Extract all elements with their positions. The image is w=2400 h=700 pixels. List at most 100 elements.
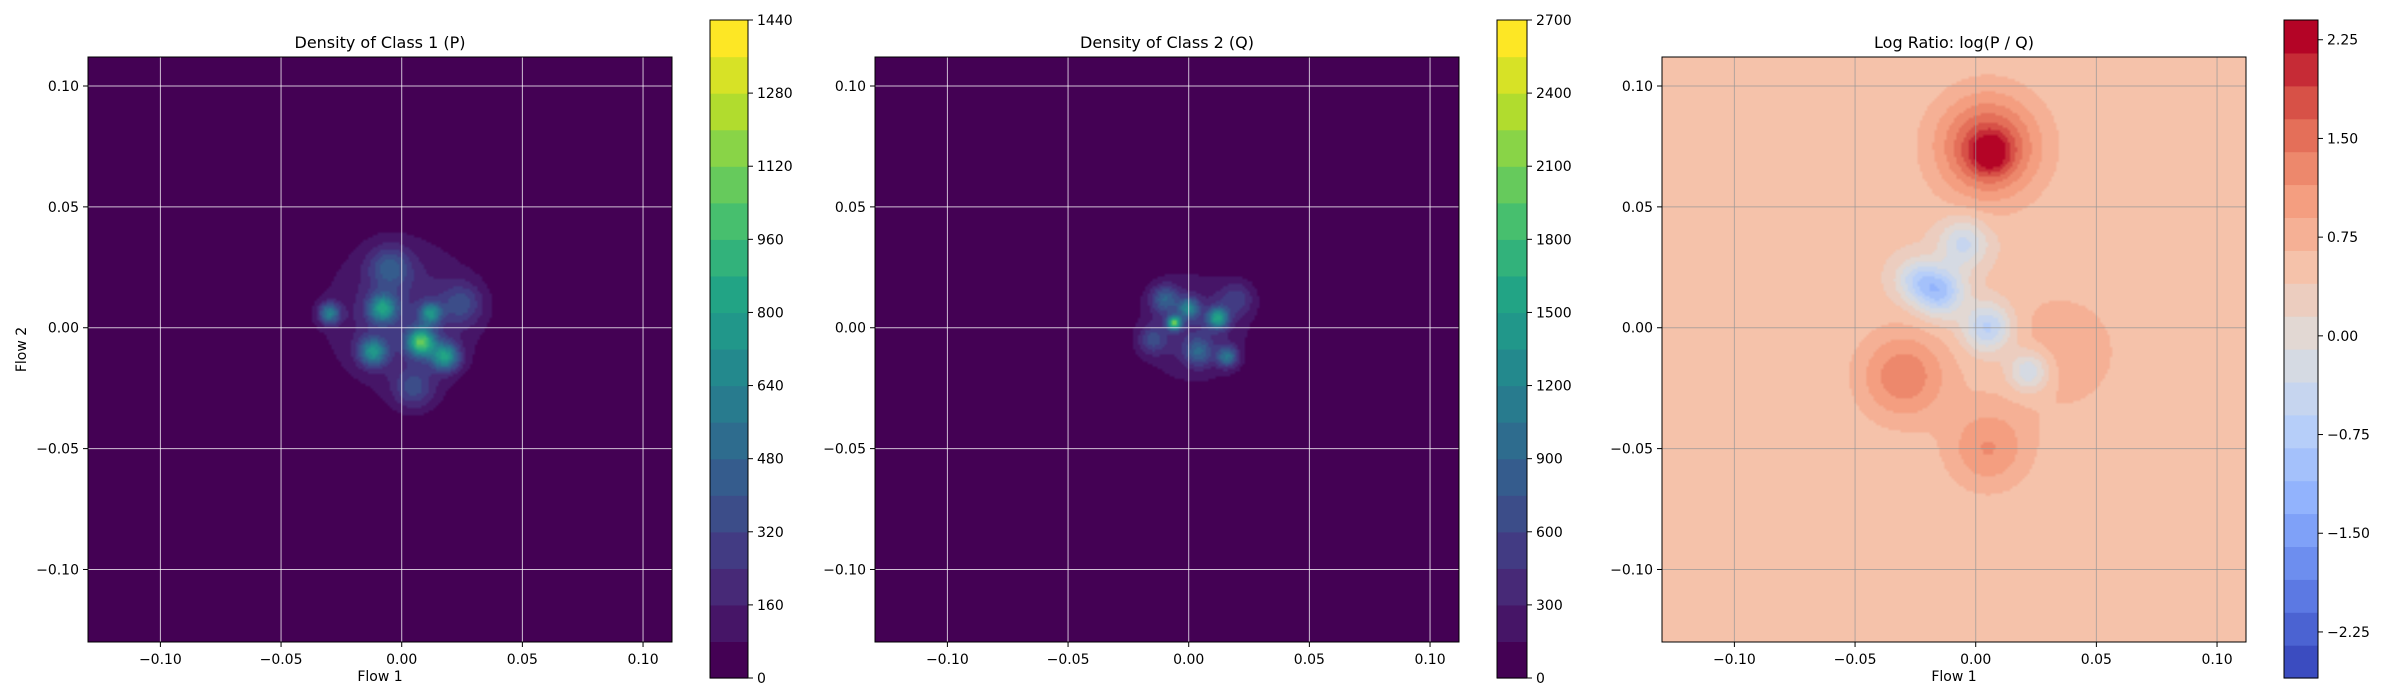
- colorbar-band: [710, 495, 748, 533]
- x-tick-label: −0.10: [926, 652, 969, 668]
- colorbar-frame: [709, 19, 749, 679]
- colorbar-band: [710, 202, 748, 240]
- colorbar-band: [710, 56, 748, 94]
- colorbar-tick-label: 2700: [1536, 13, 1572, 29]
- x-axis-ticks: −0.10 −0.05 0.00 0.05 0.10: [139, 642, 659, 668]
- colorbar-band: [1497, 604, 1527, 643]
- colorbar-band: [1497, 495, 1527, 533]
- panel-density-q: Density of Class 2 (Q) −0.10 −0.05 0.00 0.0…: [823, 13, 1572, 687]
- colorbar-band: [1497, 531, 1527, 569]
- colorbar-tick-label: 0.00: [2327, 329, 2358, 345]
- colorbar-tick-label: 1280: [757, 86, 793, 102]
- y-axis-label: Flow 2: [14, 327, 30, 372]
- colorbar-band: [1497, 239, 1527, 277]
- colorbar-band: [2284, 447, 2318, 482]
- colorbar-tick-label: −1.50: [2327, 526, 2370, 542]
- density-heatmap: [875, 57, 1459, 642]
- colorbar-band: [710, 604, 748, 643]
- x-tick-label: −0.05: [1047, 652, 1090, 668]
- y-tick-label: 0.05: [1622, 200, 1653, 216]
- x-tick-label: 0.05: [1294, 652, 1325, 668]
- colorbar-tick-label: −2.25: [2327, 625, 2370, 641]
- colorbar-band: [2284, 20, 2318, 54]
- chart-title: Density of Class 2 (Q): [1080, 33, 1254, 52]
- colorbar-tick-label: 1120: [757, 159, 793, 175]
- colorbar-tick-label: 2.25: [2327, 33, 2358, 49]
- colorbar-tick-label: 2100: [1536, 159, 1572, 175]
- colorbar-band: [1497, 275, 1527, 314]
- y-tick-label: 0.00: [1622, 321, 1653, 337]
- x-tick-label: −0.10: [139, 652, 182, 668]
- colorbar-band: [710, 422, 748, 460]
- plot-frame: [87, 56, 673, 643]
- x-tick-label: 0.10: [2201, 652, 2232, 668]
- colorbar-band: [2284, 52, 2318, 87]
- colorbar-band: [2284, 283, 2318, 317]
- colorbar-tick-label: 1.50: [2327, 131, 2358, 147]
- colorbar-tick-label: 600: [1536, 525, 1563, 541]
- grid-lines: [875, 57, 1459, 642]
- colorbar-band: [710, 458, 748, 496]
- y-tick-label: 0.10: [835, 79, 866, 95]
- colorbar-tick-label: 0: [1536, 671, 1545, 687]
- colorbar-band: [1497, 568, 1527, 606]
- y-tick-label: 0.05: [48, 200, 79, 216]
- x-tick-label: 0.00: [386, 652, 417, 668]
- colorbar-band: [1497, 641, 1527, 679]
- x-tick-label: −0.10: [1713, 652, 1756, 668]
- colorbar-tick-label: 2400: [1536, 86, 1572, 102]
- colorbar-band: [2284, 612, 2318, 646]
- panel-density-p: Density of Class 1 (P) −0.10 −0.05 0.00 0.0…: [14, 13, 793, 687]
- chart-title: Density of Class 1 (P): [295, 33, 466, 52]
- x-tick-label: 0.10: [1414, 652, 1445, 668]
- colorbar-tick-label: 800: [757, 305, 784, 321]
- chart-title: Log Ratio: log(P / Q): [1874, 33, 2034, 52]
- y-tick-label: −0.10: [36, 562, 79, 578]
- y-tick-label: 0.00: [835, 321, 866, 337]
- colorbar-band: [710, 275, 748, 314]
- colorbar-tick-label: 160: [757, 598, 784, 614]
- colorbar-band: [710, 93, 748, 131]
- colorbar-band: [1497, 349, 1527, 387]
- plot-frame: [874, 56, 1460, 643]
- colorbar-band: [2284, 414, 2318, 449]
- colorbar-band: [1497, 166, 1527, 204]
- colorbar-band: [2284, 381, 2318, 416]
- colorbar-band: [710, 20, 748, 58]
- colorbar-band: [1497, 385, 1527, 423]
- colorbar-tick-label: 300: [1536, 598, 1563, 614]
- colorbar-tick-label: 0.75: [2327, 230, 2358, 246]
- x-tick-label: −0.05: [1834, 652, 1877, 668]
- y-tick-label: −0.05: [823, 442, 866, 458]
- grid-lines: [1662, 57, 2246, 642]
- colorbar-band: [2284, 546, 2318, 580]
- panel-log-ratio: Log Ratio: log(P / Q) −0.10 −0.05 0.00 0.05…: [1610, 19, 2370, 685]
- colorbar-band: [2284, 316, 2318, 350]
- y-tick-label: −0.10: [1610, 562, 1653, 578]
- colorbar-band: [2284, 645, 2318, 679]
- colorbar-frame: [1496, 19, 1528, 679]
- colorbar-band: [2284, 349, 2318, 383]
- colorbar-tick-label: 0: [757, 671, 766, 687]
- plot-frame: [1661, 56, 2247, 643]
- colorbar: 0 300 600 900 1200 1500 1800 2100 2400 2700: [1496, 13, 1572, 687]
- x-axis-label: Flow 1: [1931, 669, 1976, 685]
- y-tick-label: 0.10: [48, 79, 79, 95]
- colorbar-band: [710, 239, 748, 277]
- x-axis-ticks: −0.10 −0.05 0.00 0.05 0.10: [926, 642, 1446, 668]
- colorbar-tick-label: 320: [757, 525, 784, 541]
- colorbar-band: [710, 166, 748, 204]
- colorbar-band: [1497, 202, 1527, 240]
- colorbar-band: [2284, 250, 2318, 284]
- y-axis-ticks: −0.10 −0.05 0.00 0.05 0.10: [823, 79, 875, 578]
- y-axis-ticks: −0.10 −0.05 0.00 0.05 0.10: [36, 79, 88, 578]
- colorbar-tick-label: 1500: [1536, 305, 1572, 321]
- colorbar-band: [2284, 480, 2318, 515]
- colorbar-band: [710, 385, 748, 423]
- density-heatmap: [88, 57, 672, 642]
- y-tick-label: −0.10: [823, 562, 866, 578]
- x-tick-label: 0.00: [1960, 652, 1991, 668]
- x-axis-label: Flow 1: [357, 669, 402, 685]
- colorbar-band: [2284, 118, 2318, 153]
